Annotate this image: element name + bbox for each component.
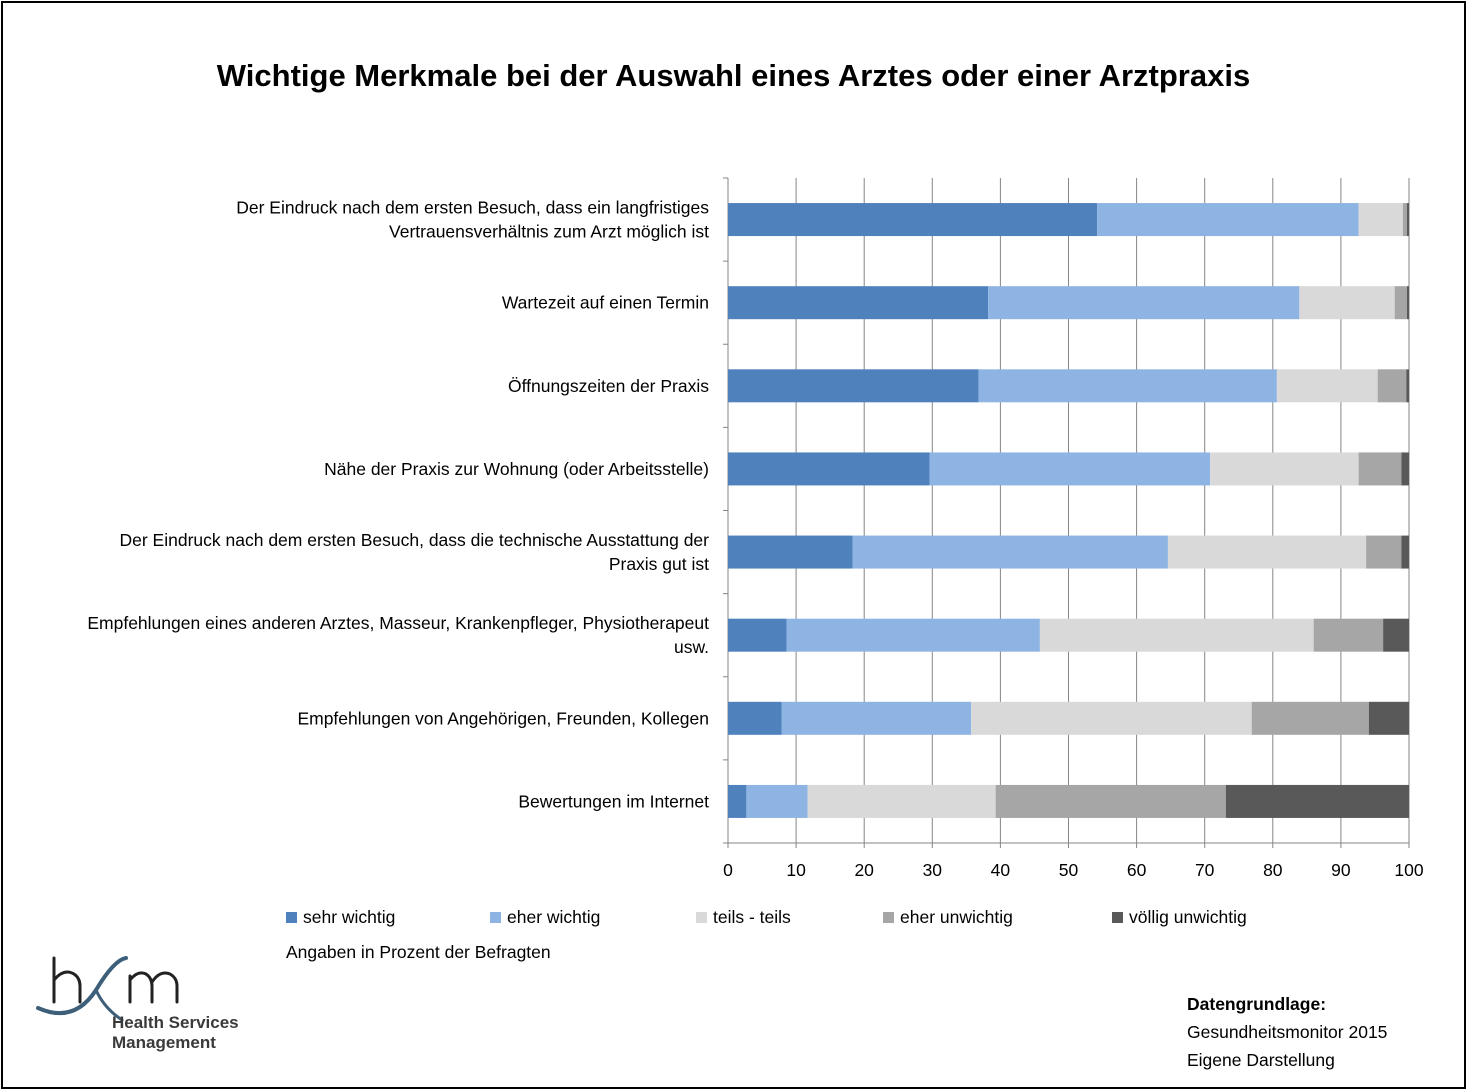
bar-7-v-llig-unwichtig	[1225, 784, 1409, 818]
x-tick-label-60: 60	[1127, 860, 1147, 880]
source-block: Datengrundlage: Gesundheitsmonitor 2015 …	[1187, 990, 1387, 1074]
category-label: Vertrauensverhältnis zum Arzt möglich is…	[389, 222, 709, 242]
bar-3-eher-wichtig	[929, 452, 1211, 486]
bar-5-eher-wichtig	[786, 618, 1040, 652]
legend-swatch	[883, 912, 894, 923]
legend-swatch	[696, 912, 707, 923]
bar-3-sehr-wichtig	[728, 452, 930, 486]
x-tick-label-30: 30	[923, 860, 943, 880]
legend-swatch	[1112, 912, 1123, 923]
bar-5-teils-teils	[1039, 618, 1314, 652]
x-tick-label-100: 100	[1394, 860, 1423, 880]
bar-0-teils-teils	[1358, 203, 1403, 237]
category-label: Der Eindruck nach dem ersten Besuch, das…	[120, 530, 710, 550]
legend-item: sehr wichtig	[286, 907, 395, 928]
x-tick-label-40: 40	[991, 860, 1011, 880]
bar-4-v-llig-unwichtig	[1401, 535, 1409, 569]
category-label: Öffnungszeiten der Praxis	[508, 376, 709, 396]
bar-2-eher-unwichtig	[1377, 369, 1407, 403]
bar-2-eher-wichtig	[978, 369, 1277, 403]
legend-label: teils - teils	[713, 907, 791, 927]
bar-4-eher-wichtig	[852, 535, 1168, 569]
category-label: Empfehlungen von Angehörigen, Freunden, …	[297, 708, 709, 728]
category-label: Praxis gut ist	[609, 554, 709, 574]
legend-item: eher wichtig	[490, 907, 600, 928]
legend-item: teils - teils	[696, 907, 791, 928]
bar-0-v-llig-unwichtig	[1406, 203, 1409, 237]
legend: sehr wichtig eher wichtig teils - teils ehe…	[0, 907, 1467, 931]
category-label: Nähe der Praxis zur Wohnung (oder Arbeit…	[324, 459, 709, 479]
bar-2-sehr-wichtig	[728, 369, 979, 403]
logo-name-line2: Management	[112, 1033, 216, 1052]
source-heading: Datengrundlage:	[1187, 994, 1327, 1014]
bar-0-eher-wichtig	[1097, 203, 1359, 237]
legend-label: eher unwichtig	[900, 907, 1013, 927]
units-note: Angaben in Prozent der Befragten	[286, 942, 551, 962]
bar-4-eher-unwichtig	[1366, 535, 1402, 569]
bar-0-sehr-wichtig	[728, 203, 1098, 237]
x-tick-label-80: 80	[1263, 860, 1283, 880]
legend-swatch	[286, 912, 297, 923]
category-label: Der Eindruck nach dem ersten Besuch, das…	[236, 198, 709, 218]
x-tick-label-90: 90	[1331, 860, 1351, 880]
source-line-1: Gesundheitsmonitor 2015	[1187, 1022, 1388, 1042]
chart-title: Wichtige Merkmale bei der Auswahl eines …	[216, 58, 1251, 93]
category-label: Wartezeit auf einen Termin	[502, 293, 709, 313]
category-label: Bewertungen im Internet	[518, 791, 709, 811]
bar-1-eher-unwichtig	[1394, 286, 1407, 320]
bar-6-eher-wichtig	[781, 701, 972, 735]
x-tick-label-0: 0	[723, 860, 733, 880]
bar-0-eher-unwichtig	[1402, 203, 1407, 237]
hsm-logo-mark	[36, 956, 179, 1022]
bar-6-sehr-wichtig	[728, 701, 782, 735]
bar-3-teils-teils	[1210, 452, 1359, 486]
hsm-logo	[34, 950, 264, 1060]
bar-6-v-llig-unwichtig	[1368, 701, 1409, 735]
legend-swatch	[490, 912, 501, 923]
bar-2-v-llig-unwichtig	[1406, 369, 1409, 403]
bar-7-sehr-wichtig	[728, 784, 747, 818]
bar-1-sehr-wichtig	[728, 286, 989, 320]
bar-7-eher-unwichtig	[995, 784, 1226, 818]
logo-text: Health Services Management	[112, 1013, 239, 1053]
logo-name-line1: Health Services	[112, 1013, 239, 1032]
bar-3-v-llig-unwichtig	[1401, 452, 1409, 486]
bar-5-sehr-wichtig	[728, 618, 787, 652]
bar-7-eher-wichtig	[746, 784, 808, 818]
category-label: usw.	[674, 637, 709, 657]
bar-7-teils-teils	[807, 784, 996, 818]
bar-1-eher-wichtig	[988, 286, 1300, 320]
bar-5-eher-unwichtig	[1313, 618, 1384, 652]
source-line-2: Eigene Darstellung	[1187, 1050, 1335, 1070]
legend-label: völlig unwichtig	[1129, 907, 1247, 927]
x-tick-label-70: 70	[1195, 860, 1215, 880]
category-label: Empfehlungen eines anderen Arztes, Masse…	[87, 613, 709, 633]
bar-4-sehr-wichtig	[728, 535, 853, 569]
x-tick-label-10: 10	[786, 860, 806, 880]
bar-5-v-llig-unwichtig	[1383, 618, 1409, 652]
bar-2-teils-teils	[1276, 369, 1378, 403]
bar-6-eher-unwichtig	[1251, 701, 1369, 735]
bar-3-eher-unwichtig	[1358, 452, 1402, 486]
x-tick-label-20: 20	[854, 860, 874, 880]
x-tick-label-50: 50	[1059, 860, 1079, 880]
bar-6-teils-teils	[971, 701, 1252, 735]
legend-item: völlig unwichtig	[1112, 907, 1247, 928]
bar-1-teils-teils	[1299, 286, 1395, 320]
legend-item: eher unwichtig	[883, 907, 1013, 928]
bar-4-teils-teils	[1167, 535, 1367, 569]
legend-label: sehr wichtig	[303, 907, 396, 927]
legend-label: eher wichtig	[507, 907, 601, 927]
bar-1-v-llig-unwichtig	[1406, 286, 1409, 320]
